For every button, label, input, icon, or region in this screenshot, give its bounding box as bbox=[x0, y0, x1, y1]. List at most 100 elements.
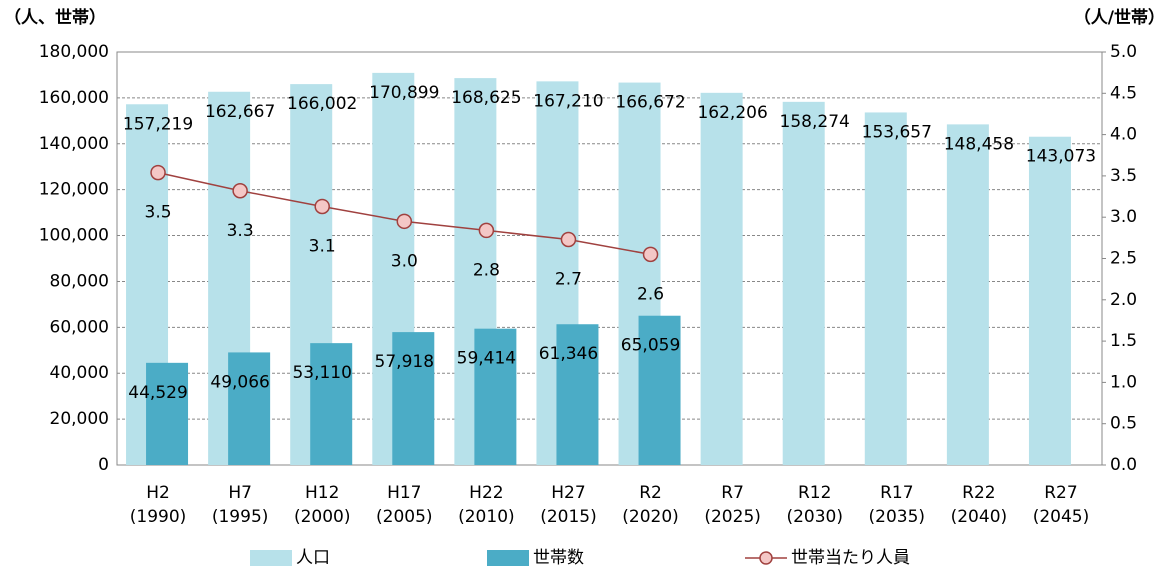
y-tick-label: 20,000 bbox=[50, 409, 109, 429]
data-label: 158,274 bbox=[780, 112, 850, 132]
data-label: 170,899 bbox=[369, 83, 439, 103]
data-label: 143,073 bbox=[1026, 147, 1096, 167]
data-label: 59,414 bbox=[457, 349, 516, 369]
y-tick-label: 140,000 bbox=[39, 134, 109, 154]
data-label: 53,110 bbox=[292, 363, 351, 383]
y-tick-label: 160,000 bbox=[39, 88, 109, 108]
data-label: 3.1 bbox=[309, 236, 336, 256]
data-label: 168,625 bbox=[451, 88, 521, 108]
x-tick-label: (2010) bbox=[458, 507, 515, 527]
y2-tick-label: 0.5 bbox=[1110, 414, 1137, 434]
marker bbox=[314, 198, 330, 215]
x-tick-label: H7 bbox=[228, 483, 252, 503]
y2-tick-label: 1.5 bbox=[1110, 331, 1137, 351]
y2-tick-label: 0.0 bbox=[1110, 455, 1137, 475]
x-tick-label: H2 bbox=[146, 483, 170, 503]
data-label: 65,059 bbox=[621, 336, 680, 356]
x-tick-label: H22 bbox=[469, 483, 503, 503]
x-tick-label: (2025) bbox=[704, 507, 761, 527]
x-tick-label: R17 bbox=[880, 483, 913, 503]
x-tick-label: (2045) bbox=[1033, 507, 1090, 527]
legend-swatch bbox=[487, 550, 529, 566]
data-label: 148,458 bbox=[944, 134, 1014, 154]
x-tick-label: R22 bbox=[962, 483, 995, 503]
bar bbox=[392, 332, 435, 465]
data-label: 57,918 bbox=[375, 352, 434, 372]
marker bbox=[642, 246, 659, 263]
data-label: 166,002 bbox=[287, 94, 357, 114]
y-axis-label: （人、世帯） bbox=[4, 7, 106, 28]
x-tick-label: (2020) bbox=[622, 507, 679, 527]
y2-tick-label: 1.0 bbox=[1110, 372, 1137, 392]
plot-frame bbox=[116, 51, 1103, 466]
bar bbox=[864, 112, 907, 465]
legend-label: 人口 bbox=[296, 548, 330, 568]
x-tick-label: H17 bbox=[387, 483, 421, 503]
data-label: 2.7 bbox=[555, 270, 582, 290]
legend-label: 世帯当たり人員 bbox=[791, 548, 910, 568]
y-tick-label: 60,000 bbox=[50, 317, 109, 337]
x-tick-label: R27 bbox=[1044, 483, 1077, 503]
y-tick-label: 120,000 bbox=[39, 180, 109, 200]
data-label: 3.3 bbox=[227, 221, 254, 241]
x-tick-label: R12 bbox=[798, 483, 831, 503]
legend-swatch bbox=[250, 550, 292, 566]
y2-tick-label: 2.5 bbox=[1110, 249, 1137, 269]
x-tick-label: (2000) bbox=[294, 507, 351, 527]
bar bbox=[946, 124, 989, 465]
data-label: 49,066 bbox=[210, 372, 269, 392]
x-tick-label: (2040) bbox=[951, 507, 1008, 527]
marker bbox=[232, 183, 248, 199]
x-tick-label: (1990) bbox=[130, 507, 187, 527]
x-tick-label: H12 bbox=[305, 483, 339, 503]
bar bbox=[146, 362, 189, 465]
bar bbox=[228, 352, 271, 465]
data-label: 2.8 bbox=[473, 260, 500, 280]
y2-tick-label: 3.0 bbox=[1110, 207, 1137, 227]
y2-tick-label: 2.0 bbox=[1110, 290, 1137, 310]
legend-marker bbox=[759, 551, 773, 565]
marker bbox=[150, 164, 166, 181]
x-tick-label: R2 bbox=[639, 483, 662, 503]
bar bbox=[556, 324, 599, 465]
y-tick-label: 100,000 bbox=[39, 226, 109, 246]
x-tick-label: (2035) bbox=[869, 507, 926, 527]
bar bbox=[310, 343, 353, 465]
bar bbox=[782, 101, 825, 466]
bar bbox=[638, 315, 681, 465]
x-tick-label: (1995) bbox=[212, 507, 269, 527]
x-tick-label: (2030) bbox=[786, 507, 843, 527]
data-label: 2.6 bbox=[637, 284, 664, 304]
y2-tick-label: 5.0 bbox=[1110, 42, 1137, 62]
y-tick-label: 40,000 bbox=[50, 363, 109, 383]
x-tick-label: (2005) bbox=[376, 507, 433, 527]
marker bbox=[396, 213, 413, 230]
marker bbox=[478, 222, 495, 239]
data-label: 157,219 bbox=[123, 114, 193, 134]
marker bbox=[560, 231, 577, 248]
x-tick-label: (2015) bbox=[540, 507, 597, 527]
bar bbox=[474, 328, 517, 465]
bar bbox=[1028, 136, 1071, 466]
y2-axis-label: （人/世帯） bbox=[1074, 7, 1165, 28]
legend-label: 世帯数 bbox=[533, 548, 584, 568]
bar bbox=[700, 92, 743, 466]
y-tick-label: 180,000 bbox=[39, 42, 109, 62]
y2-tick-label: 3.5 bbox=[1110, 166, 1137, 186]
x-tick-label: R7 bbox=[721, 483, 744, 503]
x-tick-label: H27 bbox=[551, 483, 585, 503]
data-label: 162,667 bbox=[205, 102, 275, 122]
y2-tick-label: 4.0 bbox=[1110, 125, 1137, 145]
y-tick-label: 80,000 bbox=[50, 271, 109, 291]
data-label: 44,529 bbox=[128, 383, 187, 403]
data-label: 162,206 bbox=[697, 103, 767, 123]
data-label: 3.0 bbox=[391, 251, 418, 271]
data-label: 3.5 bbox=[145, 203, 172, 223]
y2-tick-label: 4.5 bbox=[1110, 83, 1137, 103]
data-label: 153,657 bbox=[862, 122, 932, 142]
data-label: 166,672 bbox=[615, 93, 685, 113]
y-tick-label: 0 bbox=[98, 455, 109, 475]
data-label: 61,346 bbox=[539, 344, 598, 364]
data-label: 167,210 bbox=[533, 91, 603, 111]
